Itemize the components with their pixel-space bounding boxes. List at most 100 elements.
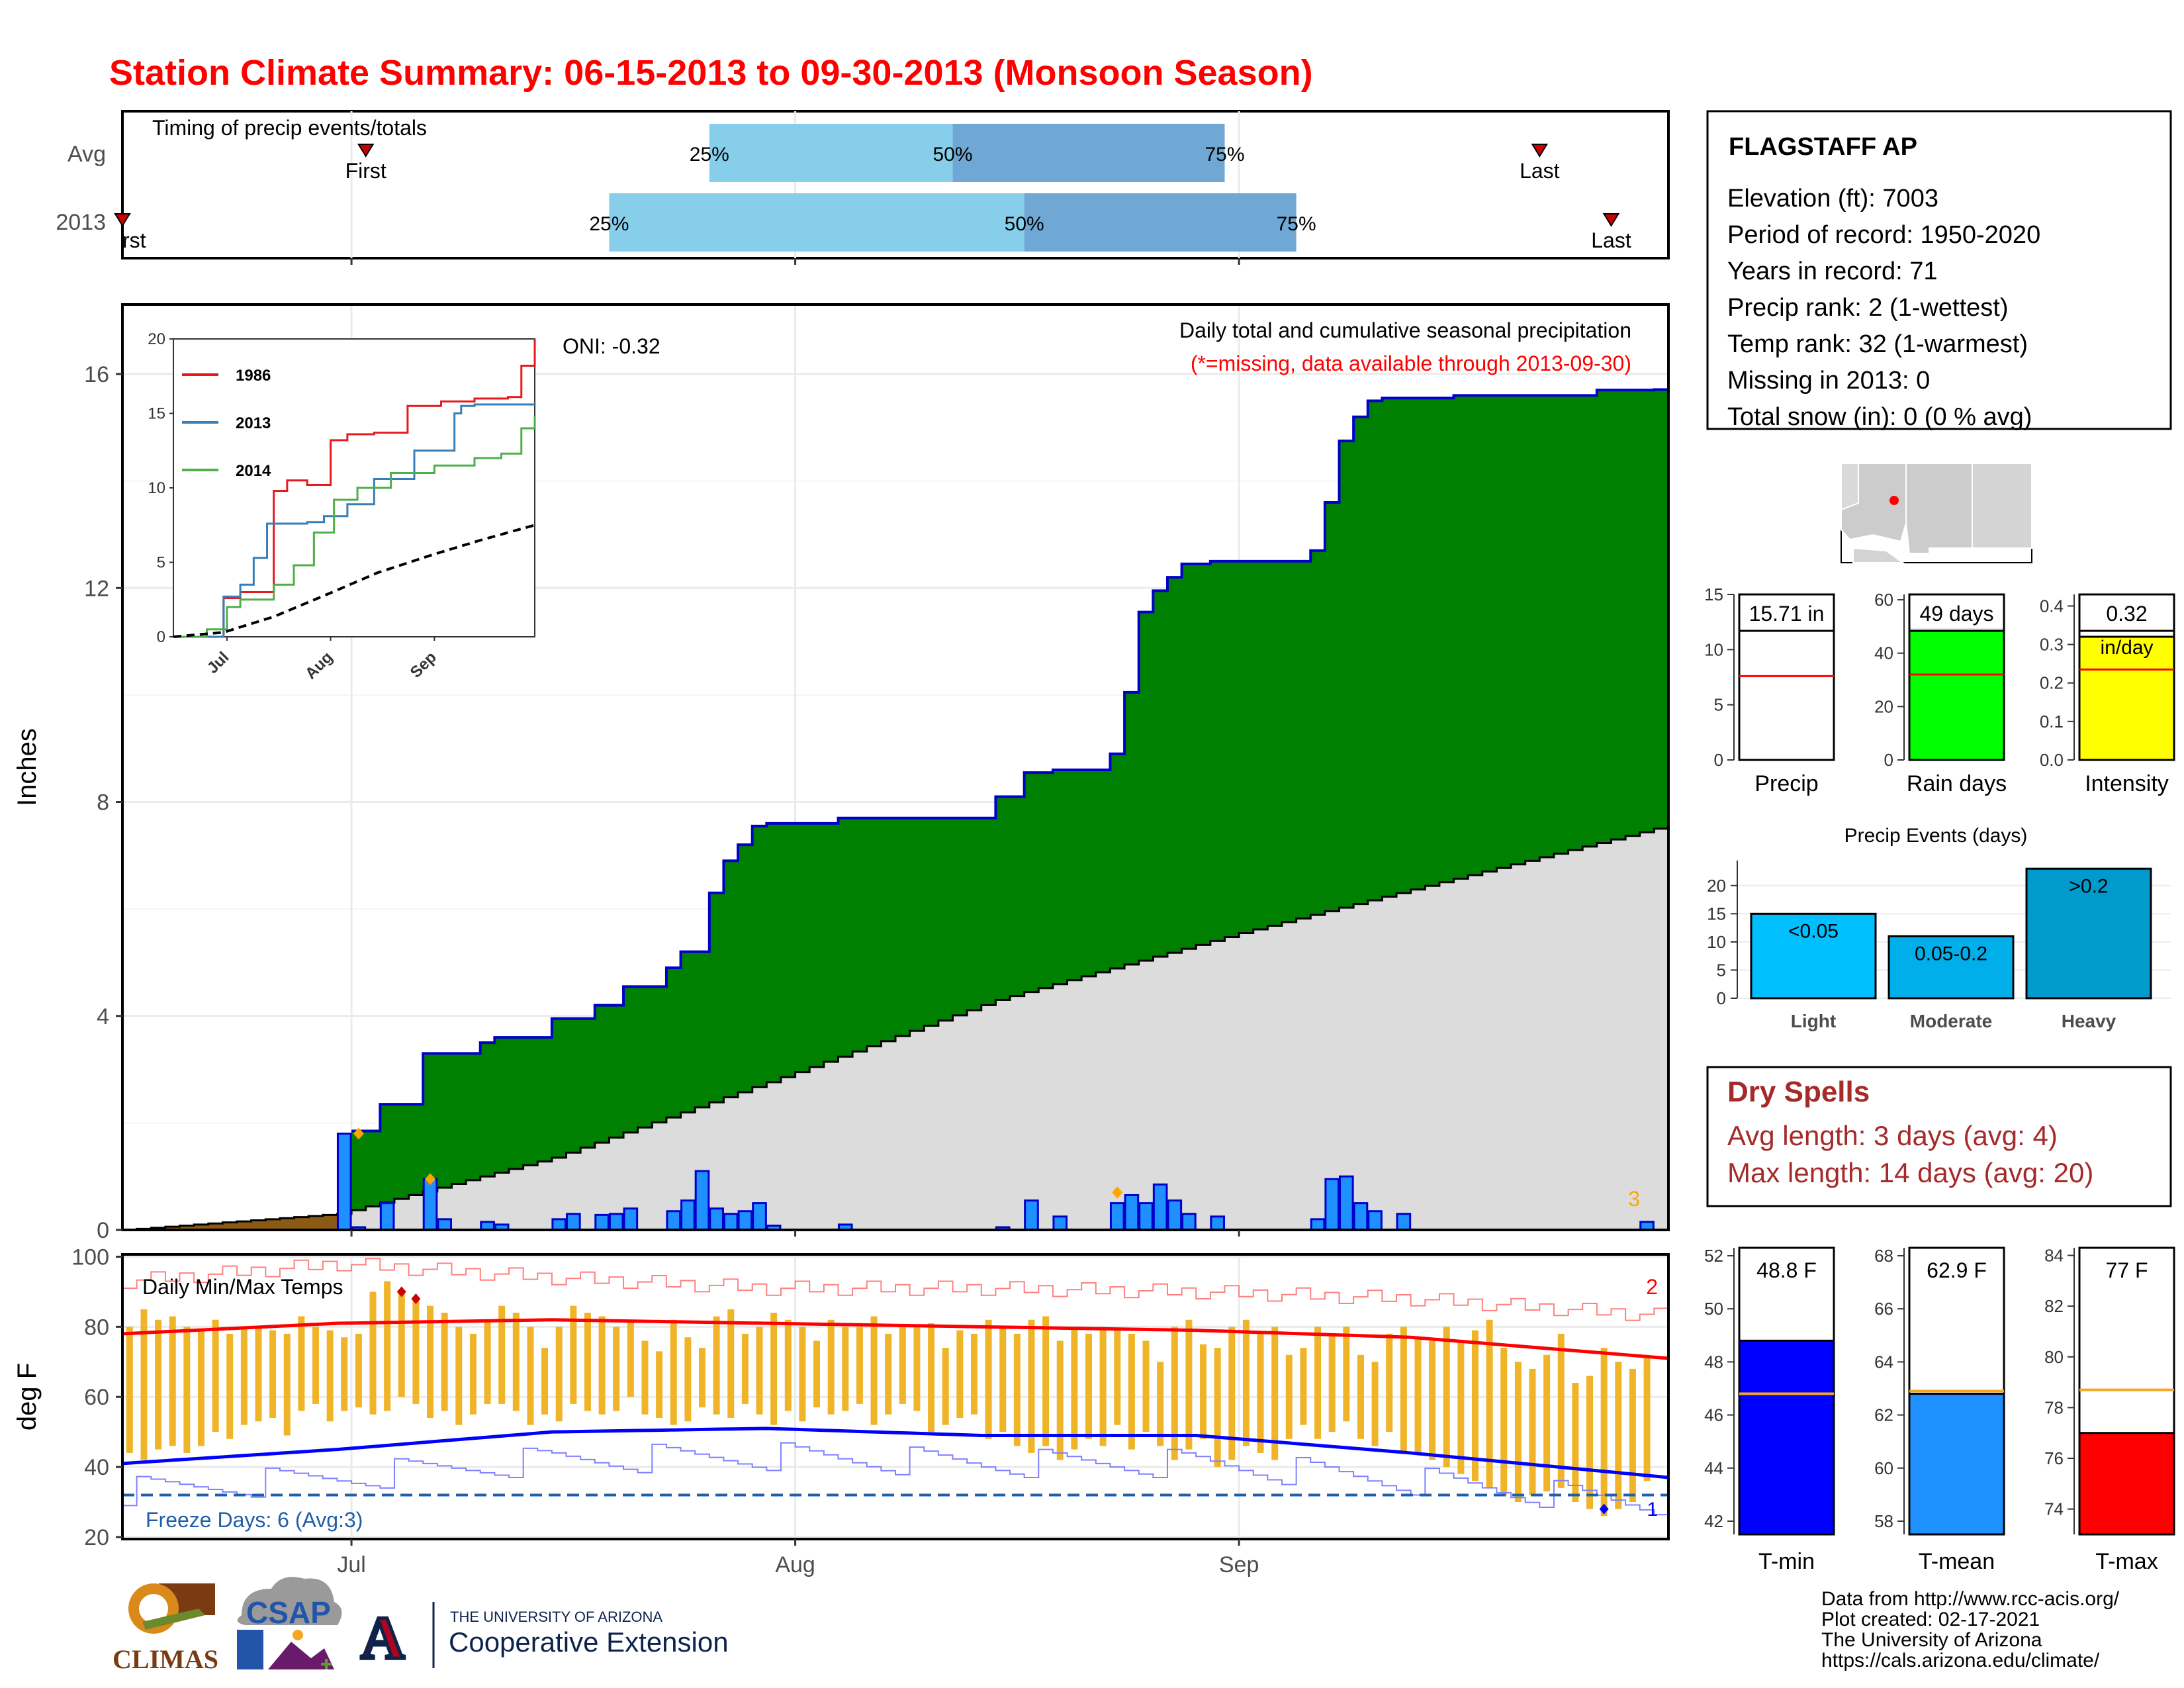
temp-title: Daily Min/Max Temps — [142, 1275, 343, 1299]
daily-precip-bar — [1167, 1199, 1183, 1231]
precip-ytick-label: 0 — [97, 1218, 109, 1243]
inset-legend-label: 2014 — [236, 462, 271, 480]
climas-logo[interactable]: CLIMAS — [113, 1583, 218, 1674]
temp-summary-label: T-mean — [1919, 1549, 1995, 1574]
inset-ytick-label: 5 — [157, 554, 165, 572]
temp-summary-tick-label: 46 — [1704, 1405, 1723, 1425]
ua-logo[interactable]: A THE UNIVERSITY OF ARIZONA Cooperative … — [359, 1602, 729, 1673]
temp-summary-tick-label: 64 — [1874, 1352, 1893, 1372]
station-info-line: Total snow (in): 0 (0 % avg) — [1727, 403, 2032, 431]
event-category: Light — [1791, 1011, 1836, 1031]
event-category: Moderate — [1910, 1011, 1992, 1031]
daily-precip-bar — [1396, 1213, 1412, 1231]
station-marker — [1889, 496, 1899, 505]
timing-panel: Timing of precip events/totals Avg 2013 … — [56, 110, 1670, 259]
temp-summary-tick-label: 52 — [1704, 1246, 1723, 1266]
mini-bar-value-text: 15.71 in — [1749, 602, 1825, 626]
inset-ytick-label: 15 — [148, 405, 165, 423]
temp-ytick-label: 60 — [84, 1385, 109, 1410]
average-cumulative-area — [122, 828, 1668, 1230]
x-tick-label: Aug — [775, 1552, 815, 1577]
precip-ylabel: Inches — [13, 728, 42, 806]
mini-bar-tick-label: 60 — [1874, 590, 1893, 610]
station-info-line: Temp rank: 32 (1-warmest) — [1727, 330, 2028, 358]
precip-note: Daily total and cumulative seasonal prec… — [1179, 318, 1631, 342]
timing-last-label: Last — [1591, 228, 1631, 252]
record-high-marker — [396, 1286, 406, 1297]
ua-coop-extension: Cooperative Extension — [449, 1626, 729, 1658]
mini-bar-tick-label: 0.3 — [2040, 635, 2064, 655]
dry-spells-max: Max length: 14 days (avg: 20) — [1727, 1157, 2093, 1188]
mini-bar-tick-label: 0.1 — [2040, 712, 2064, 731]
event-bar-heavy — [2025, 867, 2152, 1000]
station-info-line: Elevation (ft): 7003 — [1727, 185, 1938, 212]
csap-logo[interactable]: CSAP ✚ — [237, 1577, 342, 1673]
freeze-days: Freeze Days: 6 (Avg:3) — [146, 1508, 363, 1532]
avg-min-line — [122, 1427, 1669, 1479]
footer-line-3: The University of Arizona — [1821, 1629, 2042, 1651]
mini-bar-rain-days: 0 20 40 60 49 days Rain days — [1874, 590, 2007, 796]
record-high-marker — [411, 1293, 421, 1304]
temp-count-bottom: 1 — [1647, 1499, 1658, 1521]
record-max-line — [122, 1258, 1669, 1321]
daily-precip-bar — [694, 1170, 710, 1231]
page-title: Station Climate Summary: 06-15-2013 to 0… — [109, 53, 1313, 93]
daily-precip-bar — [551, 1218, 567, 1231]
timing-row-avg: Avg — [68, 142, 106, 167]
daily-precip-bar — [1324, 1178, 1340, 1231]
mini-bar-tick-label: 20 — [1874, 696, 1893, 716]
daily-precip-bar — [379, 1202, 395, 1231]
temp-summary-tick-label: 82 — [2044, 1296, 2064, 1316]
temp-summary-t-min: 42 44 46 48 50 52 48.8 F T-min — [1704, 1246, 1835, 1574]
daily-precip-bar — [1138, 1202, 1154, 1231]
timing-row-2013: 2013 — [56, 210, 106, 235]
temp-summary-tick-label: 44 — [1704, 1458, 1723, 1478]
svg-text:✚: ✚ — [320, 1656, 332, 1673]
daily-precip-bar — [752, 1202, 767, 1231]
mini-bar-tick-label: 0.4 — [2040, 596, 2064, 616]
temp-summary-label: T-min — [1758, 1549, 1815, 1574]
x-tick-label: Jul — [337, 1552, 365, 1577]
mini-bar-value-text: 49 days — [1919, 602, 1993, 626]
events-tick-label: 5 — [1717, 960, 1726, 980]
dry-spells-avg: Avg length: 3 days (avg: 4) — [1727, 1120, 2058, 1151]
timing-last-label: Last — [1520, 159, 1560, 183]
mini-bar-tick-label: 5 — [1714, 695, 1723, 715]
mini-bar-label-box — [2078, 593, 2175, 632]
events-tick-label: 20 — [1707, 876, 1726, 896]
daily-precip-bar — [709, 1207, 724, 1231]
inset-line-2013 — [173, 402, 536, 638]
mini-bar-label-box — [1738, 593, 1835, 632]
x-tick-label: Sep — [1219, 1552, 1259, 1577]
mini-bar-tick-label: 0 — [1884, 750, 1893, 770]
timing-bar-avg-q3 — [952, 124, 1225, 182]
timing-first-label: First — [345, 159, 387, 183]
timing-last-marker — [1531, 144, 1549, 158]
mini-bar-label: Precip — [1754, 771, 1818, 796]
inset-frame — [173, 338, 535, 637]
missing-note: (*=missing, data available through 2013-… — [1191, 352, 1631, 375]
mini-bar-tick-label: 15 — [1704, 585, 1723, 604]
precip-ytick-label: 12 — [84, 576, 109, 601]
daily-precip-bar — [1152, 1183, 1168, 1231]
daily-precip-bar — [623, 1207, 639, 1231]
mini-bar-label-box — [1908, 593, 2005, 632]
events-tick-label: 15 — [1707, 904, 1726, 923]
ua-letter: A — [361, 1604, 404, 1671]
mini-bar-label: Intensity — [2085, 771, 2169, 796]
inset-legend-label: 2013 — [236, 414, 271, 432]
daily-precip-bar — [608, 1213, 624, 1231]
station-info-line: Period of record: 1950-2020 — [1727, 221, 2040, 249]
daily-precip-bar — [566, 1213, 581, 1231]
mini-bar-tick-label: 0.0 — [2040, 750, 2064, 770]
timing-bar-y2013-q2 — [609, 193, 1024, 252]
events-tick-label: 0 — [1717, 988, 1726, 1008]
mini-bar-value — [2078, 635, 2175, 761]
inset-line-2014 — [173, 416, 536, 638]
timing-pct-50: 50% — [933, 144, 972, 165]
daily-precip-bar — [1210, 1215, 1225, 1231]
station-info-line: Missing in 2013: 0 — [1727, 367, 1930, 395]
temp-summary-value-text: 77 F — [2105, 1258, 2148, 1282]
temp-summary-tick-label: 42 — [1704, 1511, 1723, 1531]
temp-summary-tick-label: 68 — [1874, 1246, 1893, 1266]
